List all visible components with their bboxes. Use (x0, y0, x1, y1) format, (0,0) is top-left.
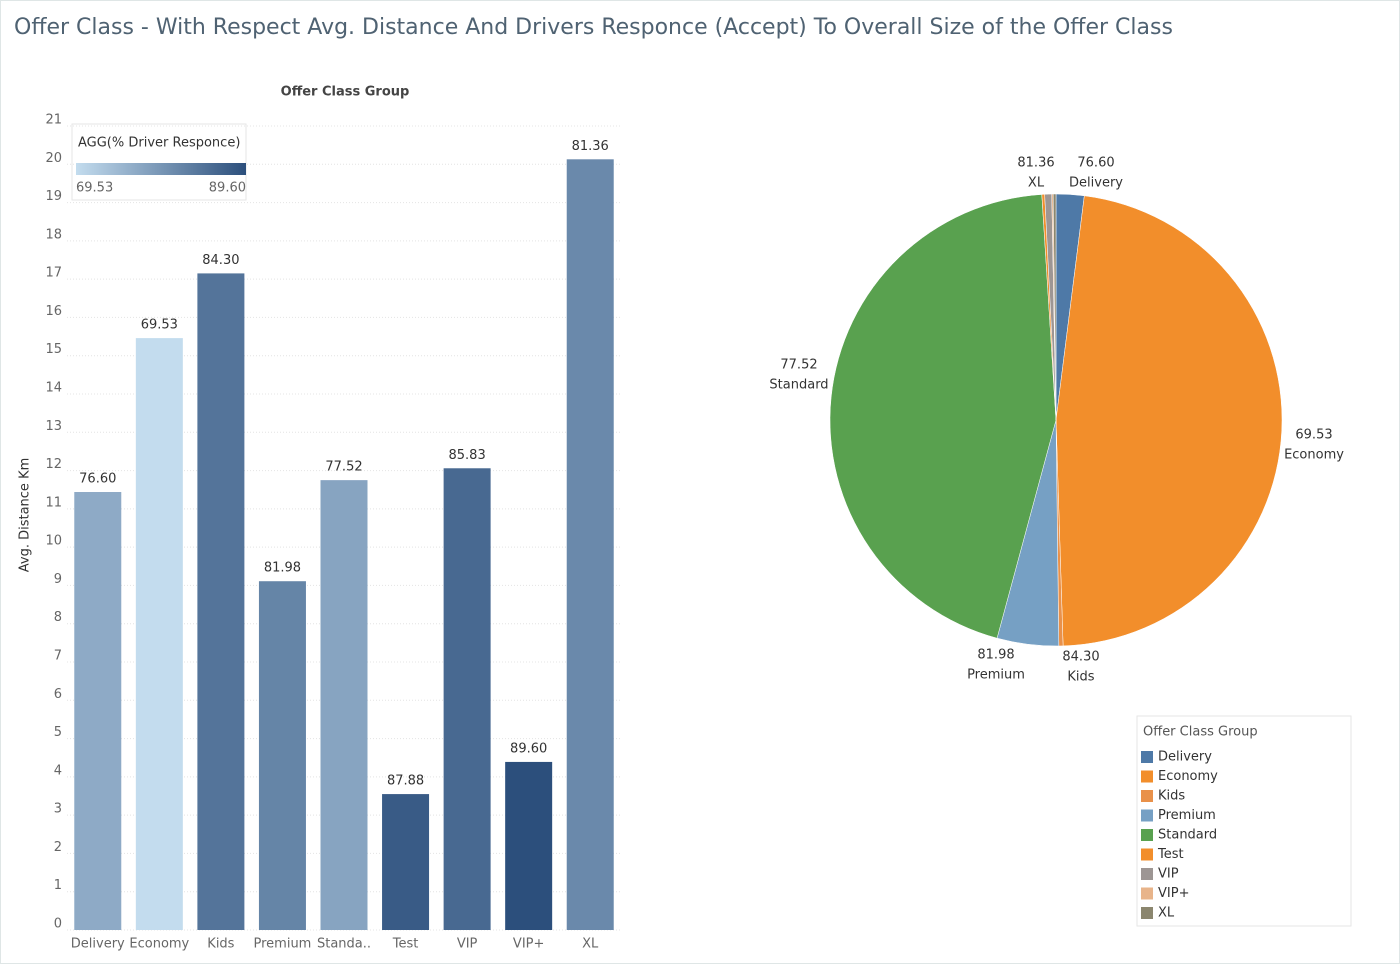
legend-swatch (1141, 887, 1153, 900)
bar (74, 492, 122, 930)
bar-label: 81.98 (264, 561, 301, 576)
legend-swatch (1141, 809, 1153, 822)
bar-label: 89.60 (510, 741, 547, 756)
y-tick-label: 10 (45, 534, 62, 549)
y-tick-label: 6 (54, 687, 62, 702)
x-tick-label: VIP (457, 937, 478, 952)
bar-label: 84.30 (202, 253, 239, 268)
y-tick-label: 2 (54, 840, 62, 855)
x-tick-label: XL (582, 937, 599, 952)
x-tick-label: Test (392, 937, 419, 952)
x-tick-label: Kids (207, 937, 234, 952)
legend-swatch (1141, 790, 1153, 802)
y-tick-label: 4 (54, 763, 62, 778)
legend-label: VIP+ (1158, 886, 1189, 901)
pie-slice (1055, 195, 1283, 647)
bar (258, 581, 306, 930)
bar (197, 273, 245, 930)
bar-header: Offer Class Group (281, 85, 410, 100)
y-tick-label: 17 (45, 266, 62, 281)
legend-swatch (1141, 848, 1153, 861)
bar (443, 468, 491, 930)
legend-swatch (1141, 829, 1153, 841)
dashboard-title: Offer Class - With Respect Avg. Distance… (14, 15, 1173, 40)
y-tick-label: 20 (45, 151, 62, 166)
pie-slice (1052, 193, 1057, 421)
y-tick-label: 1 (54, 878, 62, 893)
x-tick-label: Economy (129, 937, 189, 952)
y-tick-label: 16 (45, 304, 62, 319)
bar (566, 159, 614, 930)
y-axis-label: Avg. Distance Km (18, 458, 33, 573)
y-tick-label: 21 (45, 113, 62, 128)
y-tick-label: 18 (45, 227, 62, 242)
pie-legend-box (1136, 715, 1352, 927)
pie-label-value: 84.30 (1062, 650, 1099, 665)
legend-label: Standard (1158, 828, 1217, 843)
bar-label: 85.83 (449, 448, 486, 463)
legend-label: Delivery (1158, 750, 1212, 765)
pie-label-value: 76.60 (1077, 156, 1114, 171)
pie-label-name: Delivery (1069, 176, 1123, 191)
y-tick-label: 3 (54, 802, 62, 817)
pie-label-value: 69.53 (1295, 428, 1332, 443)
legend-label: XL (1158, 906, 1175, 921)
x-tick-label: Standa.. (317, 937, 371, 952)
legend-swatch (1141, 907, 1153, 919)
pie-label-value: 81.98 (977, 648, 1014, 663)
color-ramp (76, 163, 246, 175)
x-tick-label: Delivery (71, 937, 125, 952)
y-tick-label: 8 (54, 610, 62, 625)
bar-label: 87.88 (387, 774, 424, 789)
x-tick-label: Premium (254, 937, 312, 952)
y-tick-label: 13 (45, 419, 62, 434)
legend-label: Kids (1158, 789, 1185, 804)
y-tick-label: 5 (54, 725, 62, 740)
color-legend-max: 89.60 (209, 181, 246, 196)
x-tick-label: VIP+ (513, 937, 544, 952)
pie-label-name: Kids (1067, 670, 1094, 685)
bar-label: 77.52 (325, 460, 362, 475)
y-tick-label: 14 (45, 381, 62, 396)
pie-label-value: 81.36 (1017, 156, 1054, 171)
y-tick-label: 15 (45, 342, 62, 357)
y-tick-label: 9 (54, 572, 62, 587)
legend-label: VIP (1158, 867, 1179, 882)
legend-label: Test (1157, 847, 1184, 862)
pie-label-name: XL (1028, 176, 1045, 191)
bar (382, 794, 430, 930)
bar (320, 480, 368, 930)
pie-slice (829, 194, 1057, 639)
legend-swatch (1141, 868, 1153, 880)
pie-label-name: Standard (769, 378, 828, 393)
bar-label: 81.36 (572, 139, 609, 154)
y-tick-label: 0 (54, 917, 62, 932)
y-tick-label: 7 (54, 649, 62, 664)
y-tick-label: 19 (45, 189, 62, 204)
color-legend-box (71, 123, 247, 201)
pie-label-name: Economy (1284, 448, 1344, 463)
pie-label-name: Premium (967, 668, 1025, 683)
legend-swatch (1141, 770, 1153, 783)
color-legend-min: 69.53 (76, 181, 113, 196)
legend-swatch (1141, 751, 1153, 763)
bar-label: 69.53 (141, 318, 178, 333)
color-legend-title: AGG(% Driver Responce) (78, 136, 240, 151)
bar (505, 761, 553, 930)
y-tick-label: 12 (45, 457, 62, 472)
bar-label: 76.60 (79, 472, 116, 487)
pie-legend-title: Offer Class Group (1143, 725, 1258, 740)
pie-label-value: 77.52 (780, 358, 817, 373)
legend-label: Premium (1158, 808, 1216, 823)
legend-label: Economy (1158, 769, 1218, 784)
y-tick-label: 11 (45, 495, 62, 510)
bar (135, 338, 183, 930)
